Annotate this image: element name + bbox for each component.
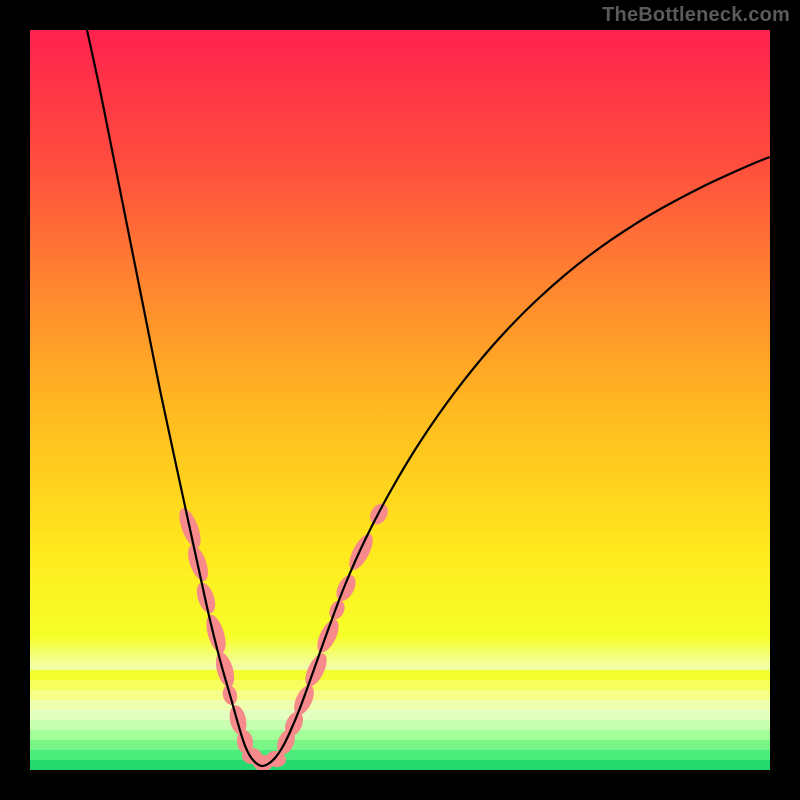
plot-area <box>30 30 770 770</box>
green-band <box>30 670 770 770</box>
watermark-text: TheBottleneck.com <box>602 4 790 27</box>
gradient-background <box>30 30 770 770</box>
chart-frame: TheBottleneck.com <box>0 0 800 800</box>
bottleneck-curve-chart <box>30 30 770 770</box>
